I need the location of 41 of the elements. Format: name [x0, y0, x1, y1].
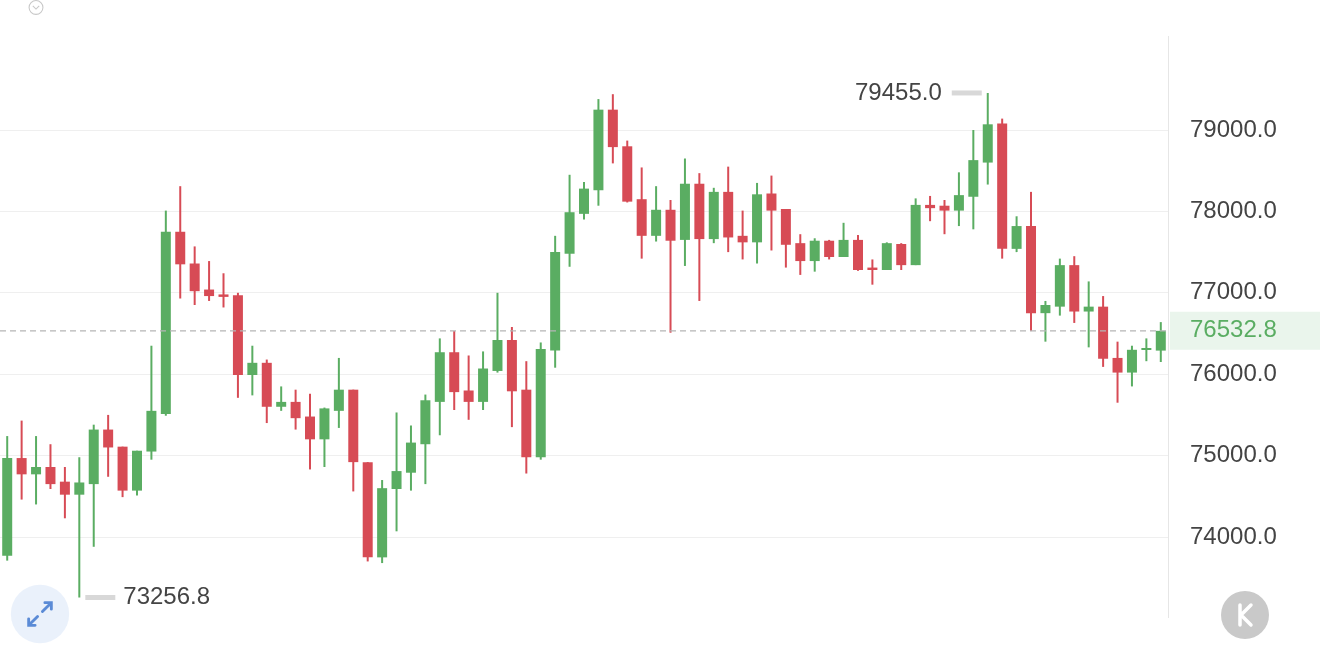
- candlestick: [953, 171, 964, 228]
- candlestick: [809, 237, 820, 273]
- candlestick: [1141, 337, 1152, 363]
- candlestick: [838, 221, 849, 258]
- candlestick: [925, 194, 936, 223]
- y-tick-label: 77000.0: [1190, 277, 1277, 305]
- candlestick: [333, 356, 344, 429]
- y-tick-label: 74000.0: [1190, 521, 1277, 549]
- y-tick-label: 78000.0: [1190, 196, 1277, 224]
- candlestick: [290, 388, 301, 431]
- candlestick: [896, 242, 907, 272]
- y-tick-label: 79000.0: [1190, 114, 1277, 142]
- candlestick: [1040, 299, 1051, 343]
- ref-line-label: 76532.8: [1190, 315, 1277, 343]
- candlestick: [391, 411, 402, 533]
- candlestick: [218, 272, 229, 309]
- candlestick: [766, 174, 777, 252]
- candlestick: [1126, 344, 1137, 388]
- y-tick-label: 75000.0: [1190, 440, 1277, 468]
- candlestick: [103, 413, 114, 478]
- candlestick: [45, 443, 56, 490]
- candlestick: [795, 233, 806, 276]
- candlestick: [305, 392, 316, 471]
- candlestick: [1011, 215, 1022, 254]
- candlestick: [939, 199, 950, 236]
- candlestick: [824, 238, 835, 261]
- candlestick: [74, 456, 85, 599]
- candlestick: [1155, 321, 1166, 363]
- candlestick: [247, 344, 258, 397]
- candlestick: [737, 209, 748, 261]
- candlestick: [1112, 340, 1123, 404]
- candlestick: [276, 385, 287, 412]
- annotation: 79455.0: [854, 77, 942, 105]
- candlestick: [16, 419, 27, 501]
- candlestick: [1083, 280, 1094, 349]
- candlestick: [204, 260, 215, 302]
- annotation: 73256.8: [123, 582, 211, 610]
- candlestick: [59, 466, 70, 520]
- candlestick: [31, 435, 42, 506]
- candlestick: [463, 354, 474, 421]
- y-tick-label: 76000.0: [1190, 358, 1277, 386]
